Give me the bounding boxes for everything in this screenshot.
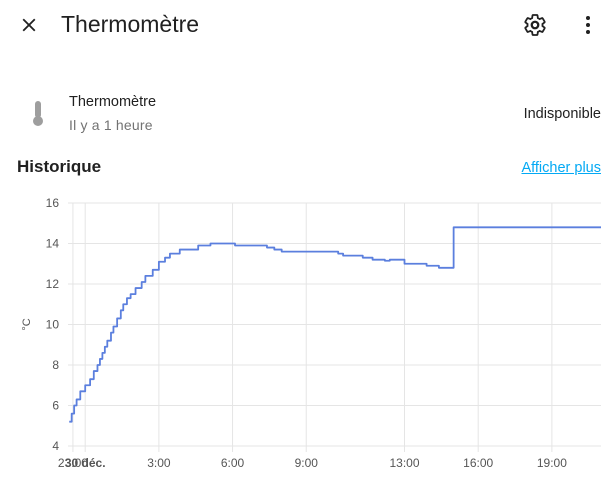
dialog-header: Thermomètre [0,0,615,50]
x-tick-label: 19:00 [537,456,567,470]
x-tick-label: 16:00 [463,456,493,470]
x-tick-label: 30 déc. [65,456,106,470]
y-tick-label: 8 [52,358,59,372]
y-tick-label: 14 [46,237,60,251]
entity-name: Thermomètre [69,94,157,110]
x-tick-label: 9:00 [295,456,319,470]
y-tick-label: 6 [52,399,59,413]
close-button[interactable] [11,7,47,43]
gear-icon [524,14,546,36]
dialog-title: Thermomètre [61,11,200,37]
x-tick-label: 3:00 [147,456,171,470]
x-tick-label: 23:00 [58,456,88,470]
entity-state: Indisponible [523,106,601,122]
y-axis-label: °C [21,318,33,330]
thermometer-icon [33,101,43,126]
entity-last-changed: Il y a 1 heure [69,117,153,133]
series-line [69,226,601,423]
x-tick-label: 13:00 [389,456,419,470]
x-tick-label: 6:00 [221,456,245,470]
history-title: Historique [17,157,102,176]
settings-button[interactable] [517,7,553,43]
entity-row[interactable]: Thermomètre Il y a 1 heure Indisponible [0,90,615,138]
y-tick-label: 10 [46,318,60,332]
show-more-link[interactable]: Afficher plus [521,160,601,176]
chart-grid [68,202,601,452]
more-options-button[interactable] [570,7,606,43]
close-icon [22,18,36,32]
more-vertical-icon [586,16,590,34]
y-tick-label: 4 [52,439,59,453]
chart-series [69,226,601,423]
y-tick-label: 16 [46,196,60,210]
y-tick-label: 12 [46,277,60,291]
